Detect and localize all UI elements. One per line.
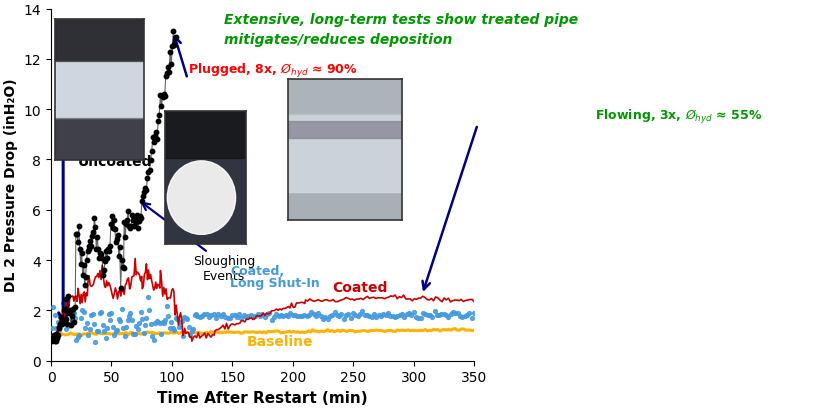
Text: Coated,: Coated, xyxy=(229,264,284,277)
Text: Sloughing
Events: Sloughing Events xyxy=(193,254,255,282)
Text: Flowing, 3x, $Ø_{hyd}$ ≈ 55%: Flowing, 3x, $Ø_{hyd}$ ≈ 55% xyxy=(595,108,761,126)
Text: Uncoated: Uncoated xyxy=(78,154,152,168)
Text: Coated: Coated xyxy=(332,281,388,295)
Text: Extensive, long-term tests show treated pipe
mitigates/reduces deposition: Extensive, long-term tests show treated … xyxy=(224,13,578,47)
Text: Plugged, 8x, $Ø_{hyd}$ ≈ 90%: Plugged, 8x, $Ø_{hyd}$ ≈ 90% xyxy=(187,62,357,80)
Text: Baseline: Baseline xyxy=(247,334,313,348)
X-axis label: Time After Restart (min): Time After Restart (min) xyxy=(157,390,368,405)
Text: Long Shut-In: Long Shut-In xyxy=(229,277,320,290)
Y-axis label: DL 2 Pressure Drop (inH₂O): DL 2 Pressure Drop (inH₂O) xyxy=(4,79,18,292)
